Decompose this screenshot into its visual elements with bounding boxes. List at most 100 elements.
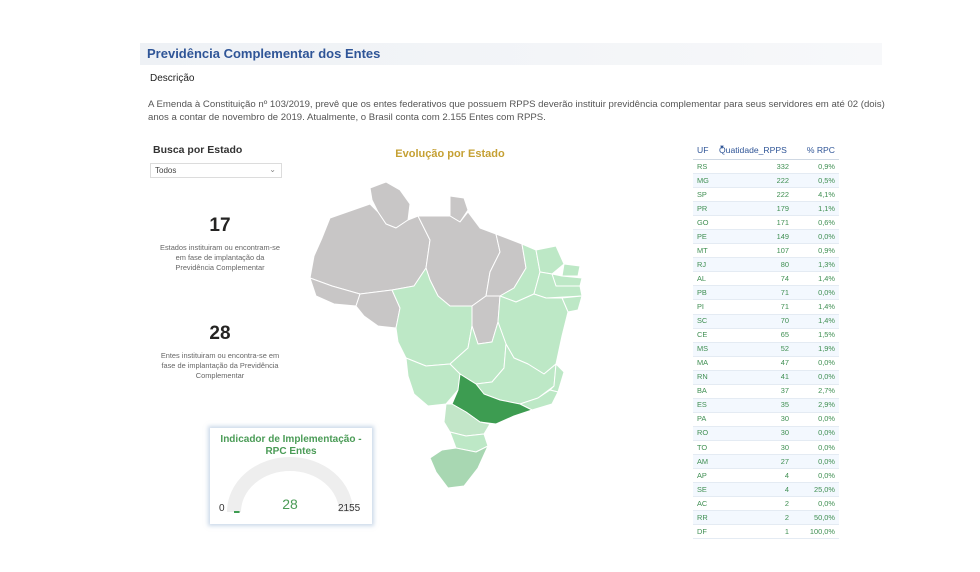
table-row[interactable]: AM 27 0,0% <box>693 454 839 470</box>
table-body: RS 332 0,9% MG 222 0,5% SP 222 4,1% PR 179 1,1% GO 17… <box>693 160 839 540</box>
cell-uf: AC <box>697 498 708 508</box>
cell-quantidade: 30 <box>780 428 789 438</box>
table-row[interactable]: DF 1 100,0% <box>693 525 839 540</box>
table-row[interactable]: CE 65 1,5% <box>693 329 839 343</box>
map-state-ce[interactable] <box>535 245 565 275</box>
cell-rpc: 0,0% <box>818 442 835 452</box>
cell-uf: SE <box>697 484 707 494</box>
cell-rpc: 0,0% <box>818 470 835 480</box>
cell-uf: DF <box>697 526 707 536</box>
cell-uf: TO <box>697 442 708 452</box>
gauge-track <box>227 457 353 513</box>
cell-rpc: 1,5% <box>818 330 835 340</box>
table-row[interactable]: SP 222 4,1% <box>693 188 839 203</box>
cell-quantidade: 80 <box>780 259 789 269</box>
state-filter-dropdown[interactable]: Todos ⌄ <box>150 163 282 178</box>
column-header-quantidade[interactable]: Quatidade_RPPS <box>719 145 787 155</box>
table-row[interactable]: PB 71 0,0% <box>693 286 839 301</box>
cell-quantidade: 179 <box>776 203 789 213</box>
table-row[interactable]: AL 74 1,4% <box>693 272 839 287</box>
table-row[interactable]: PE 149 0,0% <box>693 230 839 245</box>
chevron-down-icon: ⌄ <box>269 165 276 174</box>
cell-quantidade: 74 <box>780 273 789 283</box>
cell-uf: PE <box>697 231 707 241</box>
map-state-pr[interactable] <box>443 403 491 437</box>
cell-uf: MG <box>697 175 709 185</box>
table-row[interactable]: MG 222 0,5% <box>693 174 839 189</box>
cell-uf: RO <box>697 428 709 438</box>
cell-quantidade: 4 <box>784 470 789 480</box>
cell-quantidade: 107 <box>776 245 789 255</box>
table-row[interactable]: AP 4 0,0% <box>693 469 839 484</box>
cell-uf: RS <box>697 161 708 171</box>
kpi-entes-caption: Entes instituiram ou encontra-se em fase… <box>160 351 280 380</box>
gauge-min: 0 <box>219 503 225 514</box>
cell-uf: RN <box>697 372 708 382</box>
gauge-value: 28 <box>282 496 298 512</box>
cell-uf: BA <box>697 386 707 396</box>
cell-rpc: 50,0% <box>814 512 835 522</box>
cell-quantidade: 41 <box>780 372 789 382</box>
cell-quantidade: 222 <box>776 189 789 199</box>
cell-uf: AP <box>697 470 707 480</box>
state-filter-label: Busca por Estado <box>153 144 243 156</box>
cell-rpc: 4,1% <box>818 189 835 199</box>
cell-rpc: 0,0% <box>818 358 835 368</box>
column-header-uf[interactable]: UF <box>697 145 709 155</box>
map-state-ap[interactable] <box>449 195 469 223</box>
table-row[interactable]: PI 71 1,4% <box>693 300 839 315</box>
page-title: Previdência Complementar dos Entes <box>147 46 381 61</box>
table-row[interactable]: MT 107 0,9% <box>693 244 839 259</box>
cell-uf: PB <box>697 288 707 298</box>
table-row[interactable]: PA 30 0,0% <box>693 413 839 427</box>
cell-rpc: 0,6% <box>818 217 835 227</box>
description-label: Descrição <box>150 73 195 84</box>
cell-quantidade: 332 <box>776 161 789 171</box>
table-row[interactable]: BA 37 2,7% <box>693 385 839 399</box>
map-state-rs[interactable] <box>429 445 489 489</box>
brazil-map[interactable] <box>300 168 605 498</box>
table-row[interactable]: ES 35 2,9% <box>693 398 839 413</box>
table-row[interactable]: MA 47 0,0% <box>693 357 839 371</box>
cell-quantidade: 52 <box>780 344 789 354</box>
title-banner <box>140 43 882 65</box>
cell-rpc: 1,4% <box>818 273 835 283</box>
map-state-ro[interactable] <box>355 289 401 329</box>
table-row[interactable]: PR 179 1,1% <box>693 202 839 217</box>
cell-quantidade: 27 <box>780 456 789 466</box>
table-row[interactable]: GO 171 0,6% <box>693 216 839 231</box>
table-row[interactable]: RJ 80 1,3% <box>693 258 839 273</box>
table-row[interactable]: RN 41 0,0% <box>693 370 839 385</box>
table-row[interactable]: SE 4 25,0% <box>693 483 839 498</box>
map-state-rn[interactable] <box>561 263 581 277</box>
cell-rpc: 0,0% <box>818 372 835 382</box>
cell-uf: SC <box>697 316 708 326</box>
table-row[interactable]: RO 30 0,0% <box>693 426 839 441</box>
cell-quantidade: 47 <box>780 358 789 368</box>
cell-quantidade: 65 <box>780 330 789 340</box>
cell-quantidade: 71 <box>780 302 789 312</box>
cell-rpc: 0,0% <box>818 428 835 438</box>
cell-rpc: 1,1% <box>818 203 835 213</box>
cell-quantidade: 4 <box>784 484 789 494</box>
cell-quantidade: 149 <box>776 231 789 241</box>
table-row[interactable]: MS 52 1,9% <box>693 342 839 357</box>
table-row[interactable]: RS 332 0,9% <box>693 160 839 175</box>
map-title: Evolução por Estado <box>395 148 505 160</box>
cell-rpc: 1,9% <box>818 344 835 354</box>
map-state-am[interactable] <box>309 203 431 295</box>
cell-quantidade: 2 <box>784 512 789 522</box>
cell-quantidade: 171 <box>776 217 789 227</box>
table-header: UF Quatidade_RPPS % RPC ▼ <box>693 143 839 160</box>
cell-quantidade: 2 <box>784 498 789 508</box>
table-row[interactable]: SC 70 1,4% <box>693 314 839 329</box>
column-header-rpc[interactable]: % RPC <box>806 145 835 155</box>
cell-rpc: 2,7% <box>818 386 835 396</box>
cell-uf: MT <box>697 245 708 255</box>
sort-descending-icon[interactable]: ▼ <box>719 145 725 151</box>
map-state-ms[interactable] <box>405 357 461 407</box>
table-row[interactable]: AC 2 0,0% <box>693 497 839 512</box>
cell-rpc: 0,0% <box>818 414 835 424</box>
table-row[interactable]: RR 2 50,0% <box>693 511 839 526</box>
table-row[interactable]: TO 30 0,0% <box>693 441 839 455</box>
